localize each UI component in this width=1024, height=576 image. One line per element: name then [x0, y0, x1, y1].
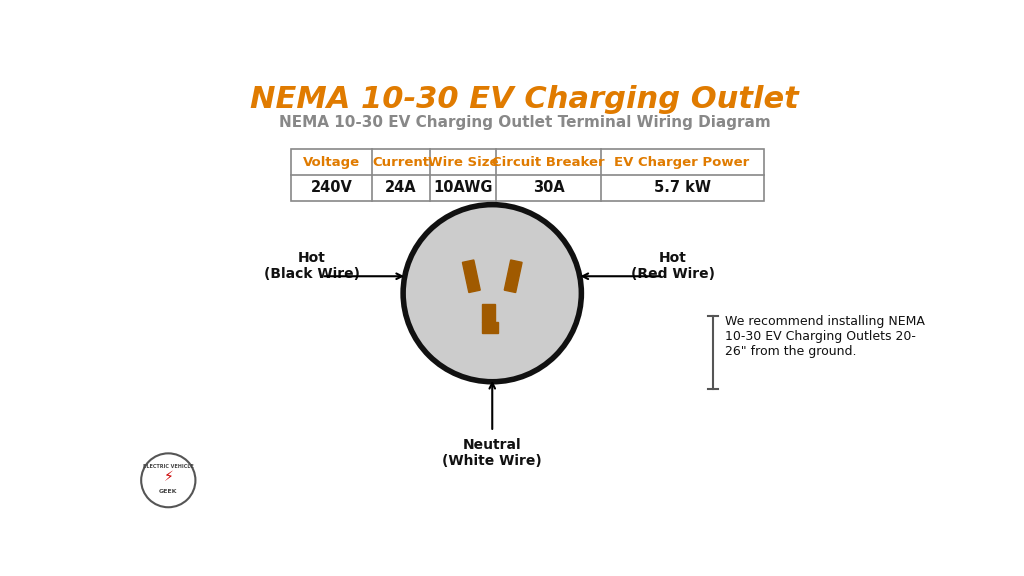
Text: 240V: 240V: [310, 180, 352, 195]
Text: Current: Current: [373, 156, 430, 169]
Polygon shape: [463, 260, 480, 293]
Text: NEMA 10-30 EV Charging Outlet: NEMA 10-30 EV Charging Outlet: [251, 85, 799, 114]
Text: Voltage: Voltage: [303, 156, 360, 169]
Text: NEMA 10-30 EV Charging Outlet Terminal Wiring Diagram: NEMA 10-30 EV Charging Outlet Terminal W…: [279, 115, 771, 130]
FancyBboxPatch shape: [291, 149, 764, 201]
Text: ELECTRIC VEHICLE: ELECTRIC VEHICLE: [143, 464, 194, 469]
Text: Neutral
(White Wire): Neutral (White Wire): [442, 438, 542, 468]
Text: 30A: 30A: [532, 180, 564, 195]
Text: We recommend installing NEMA
10-30 EV Charging Outlets 20-
26" from the ground.: We recommend installing NEMA 10-30 EV Ch…: [725, 314, 925, 358]
Polygon shape: [504, 260, 522, 293]
Text: GEEK: GEEK: [159, 490, 177, 494]
Text: 5.7 kW: 5.7 kW: [653, 180, 711, 195]
Text: Circuit Breaker: Circuit Breaker: [493, 156, 605, 169]
Text: Wire Size: Wire Size: [428, 156, 499, 169]
Text: EV Charger Power: EV Charger Power: [614, 156, 750, 169]
Text: 24A: 24A: [385, 180, 417, 195]
Text: Hot
(Black Wire): Hot (Black Wire): [263, 251, 359, 281]
Circle shape: [403, 204, 582, 382]
FancyBboxPatch shape: [482, 304, 495, 323]
FancyBboxPatch shape: [482, 323, 498, 334]
Text: ⚡: ⚡: [164, 470, 173, 484]
Text: Hot
(Red Wire): Hot (Red Wire): [631, 251, 715, 281]
Text: 10AWG: 10AWG: [433, 180, 493, 195]
